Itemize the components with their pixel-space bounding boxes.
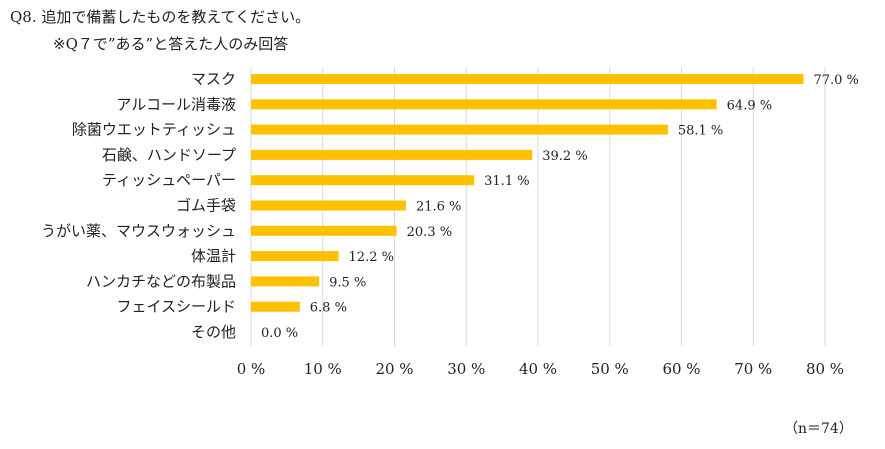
x-tick-labels: 0 % 10 % 20 % 30 % 40 % 50 % 60 % 70 % 80 % [237, 360, 844, 378]
bar [251, 149, 533, 160]
data-label: 39.2 % [542, 149, 587, 164]
bars [251, 74, 804, 312]
chart-subtitle: ※Q７で”ある”と答えた人のみ回答 [53, 35, 289, 53]
category-label: その他 [191, 323, 236, 341]
x-tick-label: 20 % [375, 360, 413, 378]
bar [251, 124, 668, 135]
category-label: ハンカチなどの布製品 [86, 272, 236, 290]
grid-lines [250, 67, 826, 346]
data-label: 77.0 % [813, 73, 858, 88]
bar [251, 74, 804, 84]
data-label: 20.3 % [407, 225, 452, 240]
data-label: 58.1 % [678, 124, 723, 139]
data-label: 31.1 % [484, 174, 529, 189]
x-tick-label: 10 % [304, 360, 342, 378]
bar [251, 251, 339, 262]
data-label: 0.0 % [261, 326, 298, 341]
x-tick-label: 30 % [447, 360, 485, 378]
x-tick-label: 80 % [806, 360, 844, 378]
category-label: フェイスシールド [116, 298, 236, 316]
data-label: 9.5 % [329, 275, 366, 290]
x-tick-label: 70 % [734, 360, 772, 378]
bar [251, 99, 717, 110]
data-label: 64.9 % [727, 98, 772, 113]
x-tick-label: 0 % [237, 360, 266, 378]
data-label: 6.8 % [310, 301, 347, 316]
x-tick-label: 50 % [591, 360, 629, 378]
x-tick-label: 60 % [662, 360, 700, 378]
chart-title: Q8. 追加で備蓄したものを教えてください。 [10, 8, 311, 26]
data-label: 21.6 % [416, 200, 461, 215]
bar [251, 276, 320, 287]
category-label: ティッシュペーパー [102, 171, 236, 189]
category-label: うがい薬、マウスウォッシュ [41, 222, 236, 240]
category-label: 体温計 [191, 247, 236, 265]
category-label: マスク [191, 70, 236, 88]
category-label: 除菌ウエットティッシュ [72, 121, 236, 139]
sample-size-note: （n＝74） [784, 421, 853, 437]
category-label: アルコール消毒液 [116, 95, 236, 113]
bar [251, 301, 300, 312]
bar [251, 225, 397, 236]
category-label: ゴム手袋 [176, 197, 236, 215]
data-label: 12.2 % [349, 250, 394, 265]
x-tick-label: 40 % [519, 360, 557, 378]
category-label: 石鹸、ハンドソープ [102, 146, 236, 164]
bar [251, 200, 406, 211]
bar [251, 175, 475, 186]
category-labels: マスクアルコール消毒液除菌ウエットティッシュ石鹸、ハンドソープティッシュペーパー… [41, 70, 236, 341]
data-labels: 77.0 % 64.9 % 58.1 % 39.2 % 31.1 % 21.6 % 20.3… [261, 73, 859, 341]
